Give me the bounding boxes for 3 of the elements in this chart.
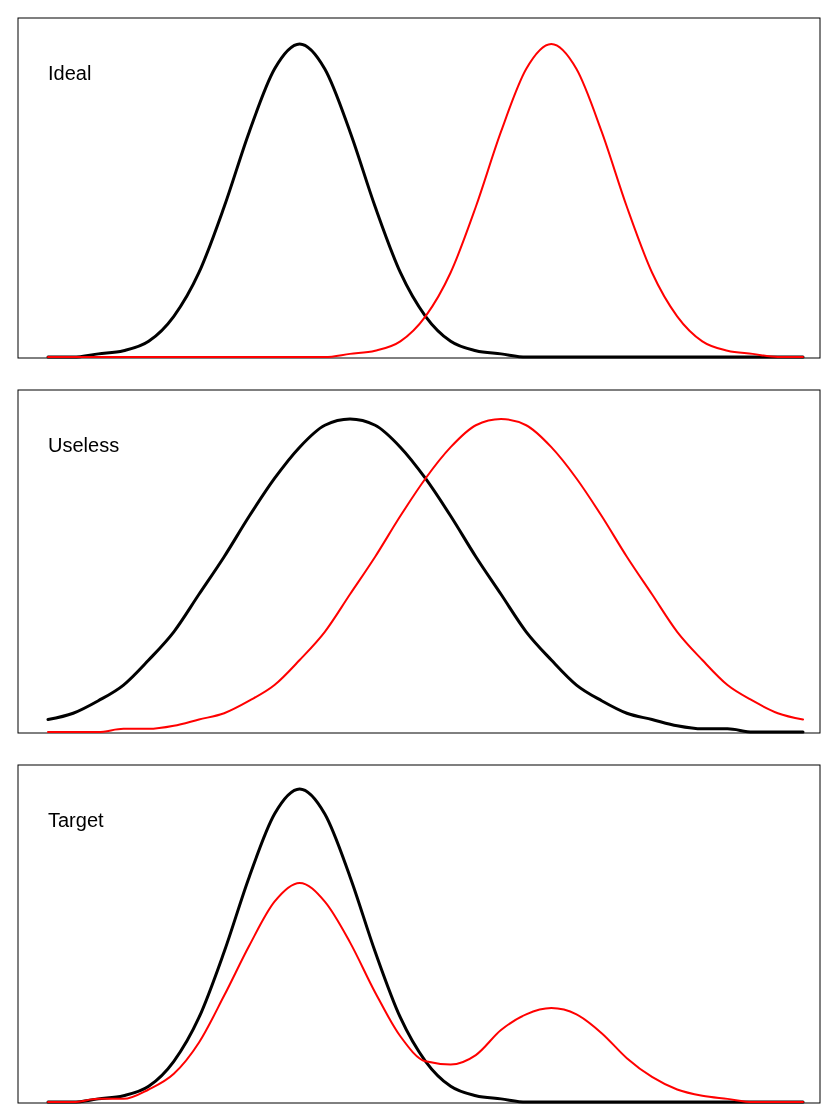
text: Useless — [48, 434, 120, 456]
text: Ideal — [48, 62, 92, 84]
text: Target — [48, 809, 105, 831]
